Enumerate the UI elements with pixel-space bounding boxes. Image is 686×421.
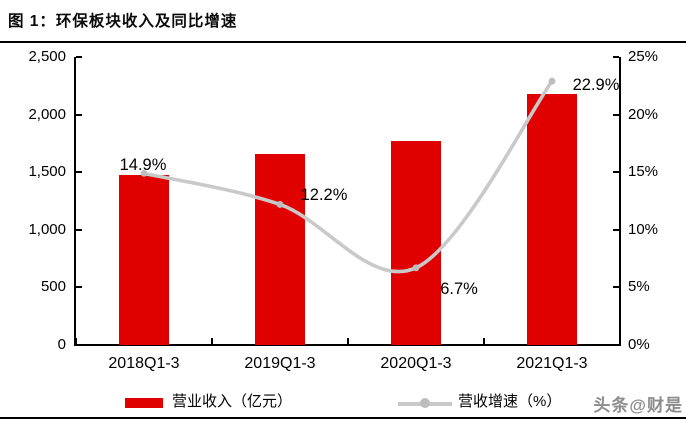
y-axis-right-tick — [613, 228, 619, 231]
bar-2018Q1-3 — [119, 174, 169, 345]
x-axis-tick — [211, 338, 213, 344]
x-axis-label: 2020Q1-3 — [380, 355, 452, 372]
y-axis-right-label: 25% — [628, 48, 659, 65]
chart-title: 图 1：环保板块收入及同比增速 — [8, 13, 238, 30]
x-axis-line — [74, 344, 621, 346]
y-axis-left-label: 2,500 — [28, 48, 66, 65]
y-axis-right-label: 15% — [628, 163, 659, 181]
y-axis-left-tick — [76, 228, 82, 231]
y-axis-left-tick — [76, 171, 82, 174]
growth-point-label: 14.9% — [119, 156, 167, 175]
legend-revenue-bar-swatch — [125, 398, 163, 408]
growth-point-label: 22.9% — [572, 76, 620, 95]
y-axis-left-label: 0 — [57, 336, 66, 353]
y-axis-left-label: 1,000 — [28, 220, 66, 238]
y-axis-right-label: 10% — [628, 220, 659, 238]
x-axis-tick — [619, 338, 621, 344]
x-axis-tick — [483, 338, 485, 344]
growth-line — [142, 79, 554, 274]
x-axis-label: 2018Q1-3 — [108, 355, 180, 372]
legend-revenue-label: 营业收入（亿元） — [172, 393, 293, 410]
legend-growth-line-marker — [420, 398, 430, 408]
y-axis-right-label: 5% — [628, 278, 650, 296]
growth-point-label: 12.2% — [300, 186, 348, 205]
y-axis-left-label: 500 — [40, 278, 66, 296]
y-axis-left-line — [74, 57, 76, 346]
x-axis-label: 2019Q1-3 — [244, 355, 316, 372]
y-axis-left-tick — [76, 113, 82, 116]
title-divider — [0, 41, 686, 43]
legend-growth-label: 营收增速（%） — [458, 393, 562, 410]
y-axis-right-line — [619, 57, 621, 346]
growth-point-label: 6.7% — [440, 279, 478, 298]
watermark-text: 头条@财是 — [593, 396, 683, 415]
y-axis-left-tick — [76, 344, 82, 346]
bar-2020Q1-3 — [391, 140, 441, 345]
bar-2021Q1-3 — [527, 93, 577, 345]
y-axis-right-label: 20% — [628, 105, 659, 123]
growth-point-marker — [548, 77, 556, 85]
y-axis-right-label: 0% — [628, 336, 650, 353]
y-axis-left-tick — [76, 286, 82, 289]
y-axis-left-label: 1,500 — [28, 163, 66, 181]
x-axis-label: 2021Q1-3 — [516, 355, 588, 372]
y-axis-right-tick — [613, 171, 619, 174]
x-axis-tick — [75, 338, 77, 344]
y-axis-right-tick — [613, 286, 619, 289]
y-axis-left-label: 2,000 — [28, 105, 66, 123]
bar-2019Q1-3 — [255, 153, 305, 345]
y-axis-right-tick — [613, 113, 619, 116]
x-axis-tick — [347, 338, 349, 344]
y-axis-right-tick — [613, 344, 619, 346]
y-axis-right-tick — [613, 56, 619, 58]
y-axis-left-tick — [76, 56, 82, 58]
bottom-divider — [0, 417, 686, 419]
